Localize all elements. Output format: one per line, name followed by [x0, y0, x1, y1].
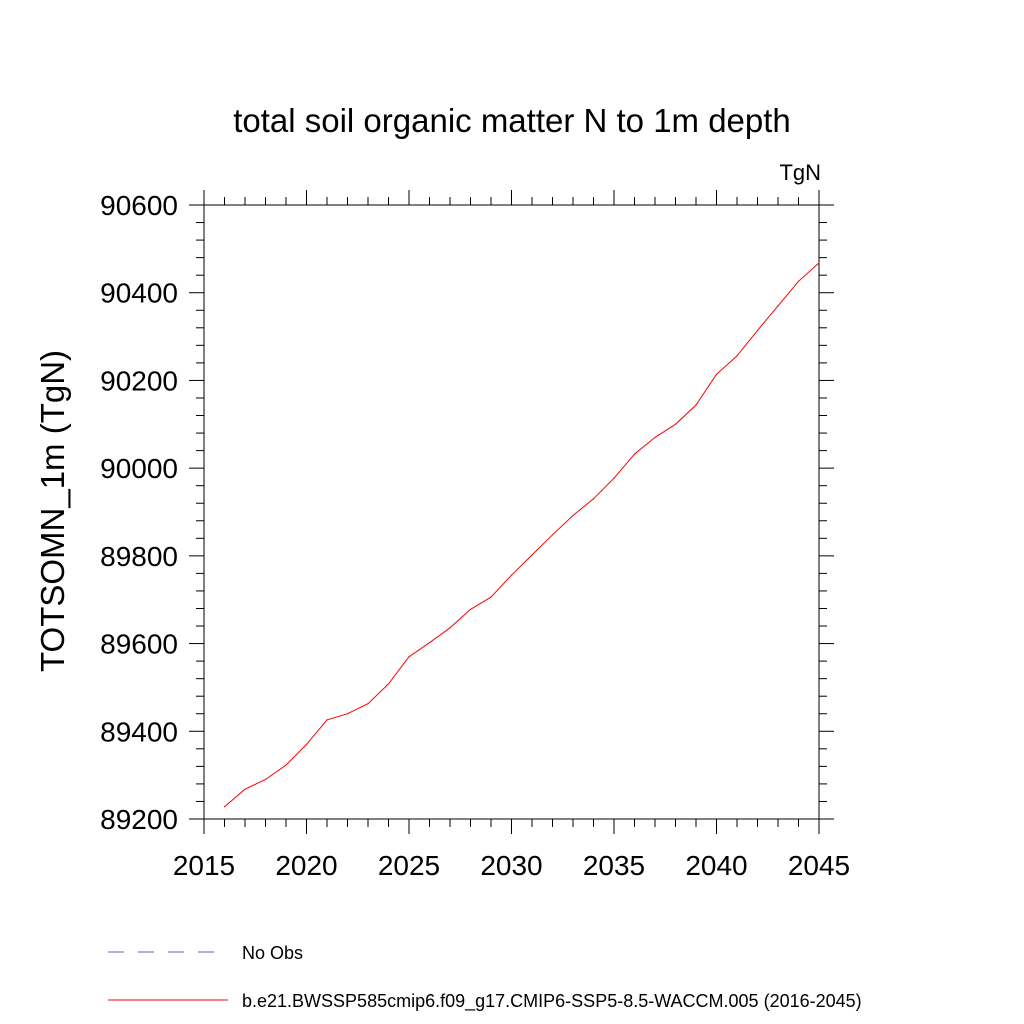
- data-point: [715, 373, 718, 375]
- y-tick-label: 89800: [100, 541, 178, 572]
- y-tick-label: 90200: [100, 365, 178, 396]
- y-tick-label: 90400: [100, 278, 178, 309]
- data-point: [346, 713, 349, 715]
- data-point: [592, 498, 595, 500]
- x-tick-label: 2040: [685, 850, 747, 881]
- data-point: [264, 778, 267, 781]
- data-point: [797, 280, 800, 282]
- data-point: [387, 683, 390, 685]
- data-point: [756, 329, 759, 332]
- y-tick-label: 90000: [100, 453, 178, 484]
- data-point: [285, 764, 287, 766]
- data-point: [223, 806, 226, 808]
- axis-ticks: [189, 190, 834, 834]
- data-point: [367, 703, 369, 705]
- x-tick-label: 2020: [275, 850, 337, 881]
- data-point: [633, 453, 636, 455]
- data-point: [490, 596, 492, 598]
- data-point: [572, 514, 574, 517]
- tick-labels: 2015 2020 2025 2030 2035 2040 2045 89200 89400 89…: [100, 190, 850, 881]
- y-tick-label: 89400: [100, 716, 178, 747]
- data-point: [326, 719, 328, 721]
- series-layer: [223, 262, 820, 808]
- data-point: [428, 642, 431, 644]
- data-point: [818, 262, 820, 264]
- data-point: [244, 788, 246, 790]
- legend-label: b.e21.BWSSP585cmip6.f09_g17.CMIP6-SSP5-8…: [242, 991, 862, 1012]
- units-label: TgN: [779, 160, 821, 185]
- y-tick-label: 90600: [100, 190, 178, 221]
- data-point: [531, 554, 533, 556]
- data-point: [551, 534, 554, 536]
- y-axis-label: TOTSOMN_1m (TgN): [34, 350, 71, 672]
- x-tick-label: 2030: [480, 850, 542, 881]
- data-point: [510, 574, 513, 576]
- x-tick-label: 2015: [173, 850, 235, 881]
- x-tick-label: 2045: [788, 850, 850, 881]
- series-line: [224, 262, 820, 808]
- data-point: [674, 423, 677, 425]
- data-point: [695, 404, 697, 406]
- y-tick-label: 89600: [100, 629, 178, 660]
- data-point: [449, 627, 451, 629]
- x-tick-label: 2035: [583, 850, 645, 881]
- data-point: [736, 355, 738, 357]
- data-point: [777, 305, 779, 307]
- legend: No Obs b.e21.BWSSP585cmip6.f09_g17.CMIP6-…: [108, 943, 862, 1012]
- plot-frame: [203, 204, 820, 820]
- data-point: [654, 436, 656, 439]
- x-tick-label: 2025: [378, 850, 440, 881]
- legend-label: No Obs: [242, 943, 303, 963]
- data-point: [408, 656, 410, 658]
- chart-title: total soil organic matter N to 1m depth: [233, 102, 791, 139]
- data-point: [469, 608, 472, 610]
- data-point: [305, 743, 308, 746]
- data-point: [613, 477, 615, 479]
- y-tick-label: 89200: [100, 804, 178, 835]
